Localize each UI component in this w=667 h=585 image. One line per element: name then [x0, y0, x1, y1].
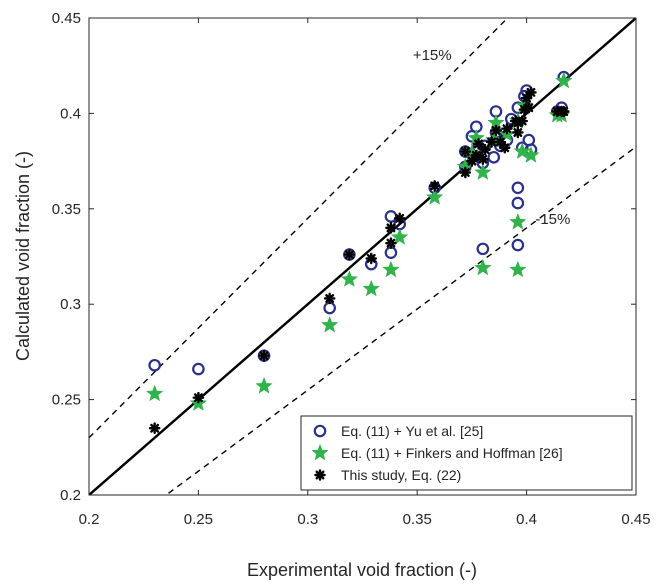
plot-frame	[88, 17, 637, 496]
legend-marker	[314, 469, 326, 481]
x-tick-label: 0.2	[79, 511, 100, 528]
x-tick-label: 0.4	[516, 511, 537, 528]
deviation-label: -15%	[535, 211, 570, 228]
legend-marker	[313, 424, 327, 438]
legend-label: This study, Eq. (22)	[341, 467, 461, 483]
annotations: +15% -15%	[413, 47, 571, 228]
data-point	[511, 181, 525, 195]
data-point	[474, 163, 492, 180]
data-point	[476, 242, 490, 256]
data-point	[255, 377, 273, 394]
y-axis: 0.2 0.25 0.3 0.35 0.4 0.45	[52, 10, 636, 504]
deviation-line	[89, 18, 509, 439]
data-point	[428, 180, 441, 192]
deviation-line	[165, 146, 636, 495]
data-point	[511, 238, 525, 252]
data-point	[474, 258, 492, 276]
legend-label: Eq. (11) + Yu et al. [25]	[341, 423, 483, 439]
y-tick-label: 0.3	[60, 296, 81, 313]
data-point	[390, 228, 409, 245]
data-point	[520, 92, 533, 104]
y-tick-label: 0.45	[52, 10, 81, 27]
legend-item: Eq. (11) + Finkers and Hoffman [26]	[311, 443, 563, 461]
legend: Eq. (11) + Yu et al. [25] Eq. (11) + Fink…	[300, 415, 633, 491]
data-point	[487, 150, 501, 164]
y-tick-label: 0.25	[52, 392, 81, 409]
x-axis-title: Experimental void fraction (-)	[247, 560, 477, 580]
data-point	[385, 222, 397, 234]
data-point	[343, 248, 356, 261]
data-point	[340, 270, 359, 287]
y-axis-title: Calculated void fraction (-)	[13, 151, 33, 361]
data-point	[323, 292, 336, 305]
x-tick-label: 0.3	[297, 511, 318, 528]
data-point	[393, 212, 406, 225]
x-axis: 0.2 0.25 0.3 0.35 0.4 0.45	[79, 18, 651, 528]
data-point	[525, 86, 537, 99]
data-point	[148, 358, 161, 372]
data-point	[362, 279, 381, 297]
data-point	[192, 362, 205, 376]
data-point	[501, 122, 513, 135]
data-point	[509, 212, 527, 230]
parity-line	[89, 18, 636, 495]
data-point	[148, 422, 161, 435]
data-point	[382, 260, 400, 278]
data-point	[511, 196, 525, 210]
series-asterisk	[148, 86, 570, 435]
data-point	[320, 315, 339, 333]
x-tick-label: 0.45	[621, 511, 650, 528]
x-tick-label: 0.25	[184, 511, 213, 528]
data-point	[490, 124, 502, 137]
data-point	[513, 142, 531, 160]
data-point	[522, 146, 540, 163]
legend-marker	[311, 443, 329, 461]
data-point	[145, 384, 164, 402]
data-point	[365, 252, 378, 265]
data-point	[258, 349, 270, 362]
data-point	[509, 260, 527, 278]
series-layer	[145, 70, 573, 435]
data-point	[459, 166, 472, 179]
data-point	[522, 101, 535, 114]
data-point	[385, 237, 397, 249]
data-point	[498, 141, 511, 154]
data-point	[512, 117, 524, 129]
legend-item: This study, Eq. (22)	[314, 467, 461, 483]
data-point	[459, 145, 472, 158]
y-tick-label: 0.35	[52, 201, 81, 218]
data-point	[557, 105, 570, 118]
legend-box	[300, 415, 633, 491]
legend-item: Eq. (11) + Yu et al. [25]	[313, 423, 483, 439]
data-point	[512, 126, 524, 139]
data-point	[192, 391, 205, 404]
data-point	[425, 188, 444, 205]
x-tick-label: 0.35	[403, 511, 432, 528]
y-tick-label: 0.2	[60, 487, 81, 504]
y-tick-label: 0.4	[60, 105, 81, 122]
data-point	[555, 71, 573, 89]
legend-label: Eq. (11) + Finkers and Hoffman [26]	[341, 445, 563, 461]
deviation-label: +15%	[413, 47, 452, 64]
data-point	[477, 153, 489, 165]
data-point	[479, 143, 491, 156]
reference-lines	[89, 18, 636, 495]
